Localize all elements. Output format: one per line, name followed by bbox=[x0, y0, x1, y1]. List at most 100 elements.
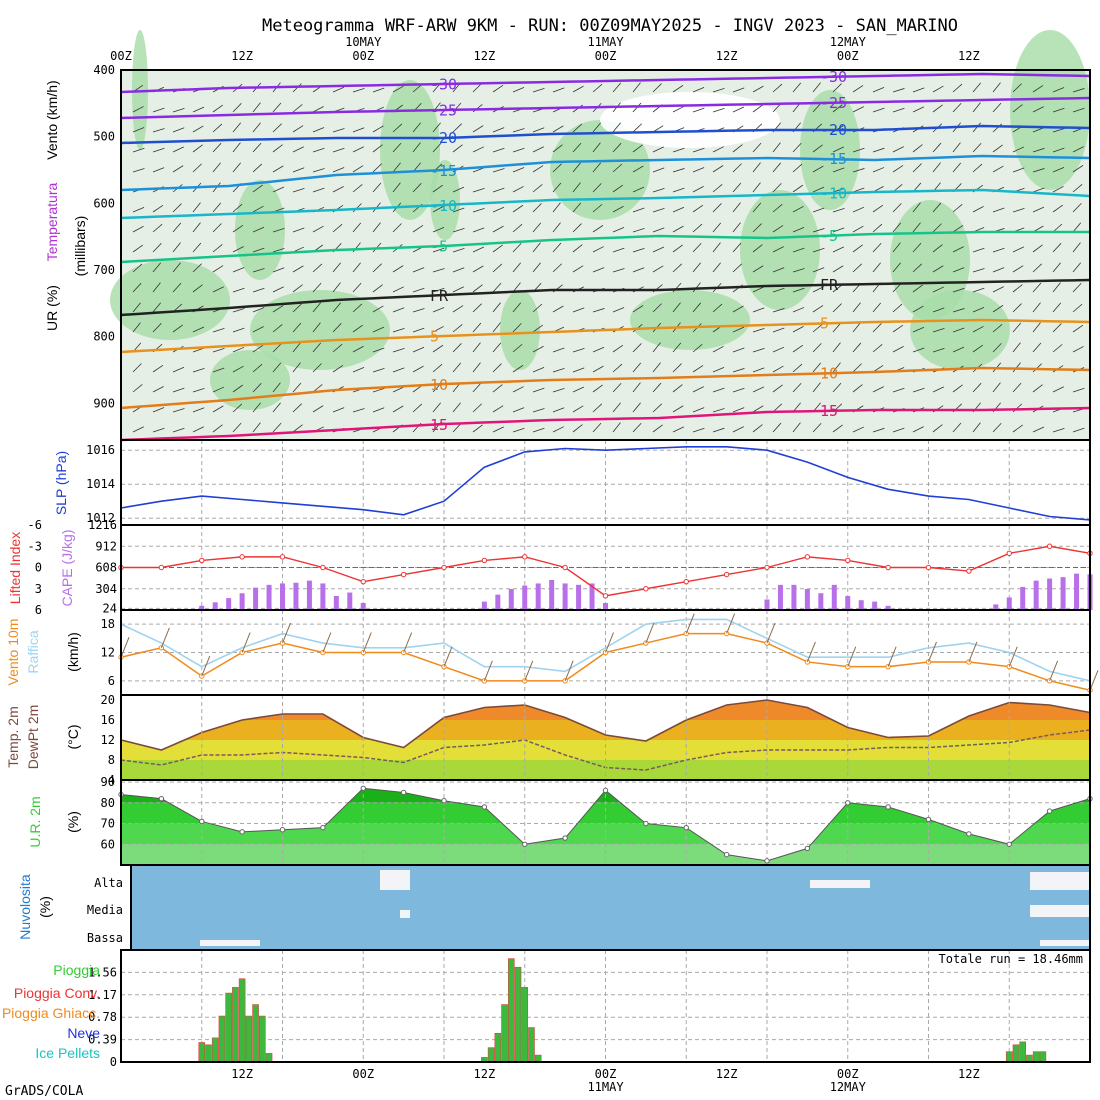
wind-barb bbox=[632, 165, 644, 173]
wind-barb bbox=[572, 265, 584, 273]
wind-barb bbox=[472, 342, 481, 353]
wind-barb bbox=[152, 128, 165, 133]
wind-barb bbox=[372, 305, 384, 313]
wind-barb bbox=[272, 362, 282, 373]
wind-barb bbox=[132, 127, 145, 133]
wind-barb bbox=[812, 305, 824, 313]
wind-barb bbox=[192, 284, 203, 293]
precip-bar bbox=[259, 1015, 266, 1063]
wind-barb bbox=[592, 225, 604, 233]
wind-barb bbox=[252, 383, 262, 393]
wind-barb bbox=[512, 86, 525, 93]
wind-barb bbox=[912, 222, 921, 233]
wind-barb bbox=[632, 267, 645, 273]
wind-barb bbox=[692, 262, 701, 273]
wind-barb bbox=[532, 324, 544, 333]
wind-barb bbox=[972, 382, 982, 393]
wind-barb bbox=[812, 102, 822, 113]
wind-barb bbox=[212, 386, 225, 393]
wind-barb bbox=[592, 384, 603, 393]
rh-point bbox=[522, 841, 528, 847]
wind-barb bbox=[812, 343, 822, 353]
wind-barb bbox=[192, 144, 203, 153]
wind-barb bbox=[192, 125, 204, 133]
wind-barb bbox=[1012, 284, 1023, 293]
pressure-tick-label: 900 bbox=[93, 396, 115, 410]
wind-arrow bbox=[1008, 646, 1018, 667]
temp-tick-label: 16 bbox=[101, 713, 115, 727]
wind-barb bbox=[992, 144, 1003, 153]
wind-barb bbox=[812, 267, 825, 273]
li-point bbox=[925, 564, 932, 571]
wind-tick-label: 18 bbox=[101, 617, 115, 631]
isotherm-line bbox=[120, 366, 1091, 410]
wind-barb bbox=[652, 146, 665, 153]
temp-tick-label: 20 bbox=[101, 693, 115, 707]
wind-barb bbox=[612, 122, 621, 133]
wind-barb bbox=[252, 402, 261, 413]
wind-barb bbox=[892, 262, 901, 273]
wind-barb bbox=[352, 262, 361, 273]
wind-barb bbox=[792, 227, 805, 233]
cape-axis-label: CAPE (J/kg) bbox=[59, 529, 75, 606]
isotherm-label: -30 bbox=[430, 75, 457, 93]
wind-barb bbox=[1032, 426, 1045, 433]
wind-barb bbox=[412, 308, 425, 313]
wind-barb bbox=[772, 162, 782, 173]
wind-barb bbox=[732, 202, 741, 213]
wind-barb bbox=[872, 344, 883, 353]
wind-barb bbox=[1032, 342, 1042, 353]
wind-barb bbox=[652, 208, 665, 213]
wind-barb bbox=[492, 147, 505, 153]
li-point bbox=[683, 578, 689, 585]
wind-barb bbox=[752, 424, 763, 433]
wind-barb bbox=[752, 328, 765, 333]
wind-barb bbox=[1072, 282, 1082, 293]
wind-barb bbox=[1072, 346, 1084, 353]
li-point bbox=[845, 557, 851, 564]
wind-arrow bbox=[403, 632, 413, 653]
wind-barb bbox=[652, 303, 662, 313]
wind-barb bbox=[472, 424, 483, 433]
precip-legend-label: Pioggia Conv. bbox=[14, 985, 100, 1001]
precip-tick-label: 0.39 bbox=[88, 1033, 117, 1047]
wind-barb bbox=[1032, 282, 1042, 293]
wind-barb bbox=[852, 302, 861, 313]
wind-barb bbox=[1072, 262, 1081, 273]
wind-barb bbox=[952, 162, 962, 173]
wind-barb bbox=[232, 403, 243, 413]
wind-barb bbox=[592, 267, 605, 273]
wind-barb bbox=[852, 426, 865, 433]
cape-bar bbox=[253, 587, 259, 610]
wind-barb bbox=[732, 87, 745, 93]
wind-barb bbox=[392, 327, 405, 333]
wind-barb bbox=[652, 382, 662, 393]
li-tick-label: 6 bbox=[35, 603, 42, 617]
rh-point bbox=[1046, 808, 1053, 814]
wind-barb bbox=[772, 142, 781, 153]
wind-barb bbox=[412, 327, 425, 333]
wind-barb bbox=[872, 223, 883, 233]
wind-barb bbox=[892, 107, 905, 113]
precip-bar bbox=[487, 1047, 495, 1063]
wind-barb bbox=[1072, 222, 1082, 233]
cape-bar bbox=[1033, 580, 1039, 610]
wind-barb bbox=[772, 183, 782, 193]
wind-barb bbox=[532, 127, 545, 133]
wind-barb bbox=[932, 202, 942, 213]
wind-barb bbox=[652, 246, 665, 253]
wind-arrow bbox=[645, 622, 655, 644]
wind-barb bbox=[952, 346, 965, 353]
li-point bbox=[562, 564, 568, 571]
isotherm-label: 15 bbox=[820, 402, 838, 420]
cape-bar bbox=[481, 601, 487, 610]
top-hour-label: 12Z bbox=[231, 49, 253, 63]
wind-barb bbox=[1052, 147, 1065, 153]
precip-bar bbox=[252, 1004, 259, 1063]
wind-barb bbox=[992, 323, 1003, 333]
cape-bar bbox=[1060, 577, 1066, 610]
wind-barb bbox=[472, 265, 484, 273]
wind-barb bbox=[932, 307, 945, 313]
isotherm-label: -5 bbox=[430, 238, 448, 256]
isotherm-label: 5 bbox=[430, 328, 439, 346]
